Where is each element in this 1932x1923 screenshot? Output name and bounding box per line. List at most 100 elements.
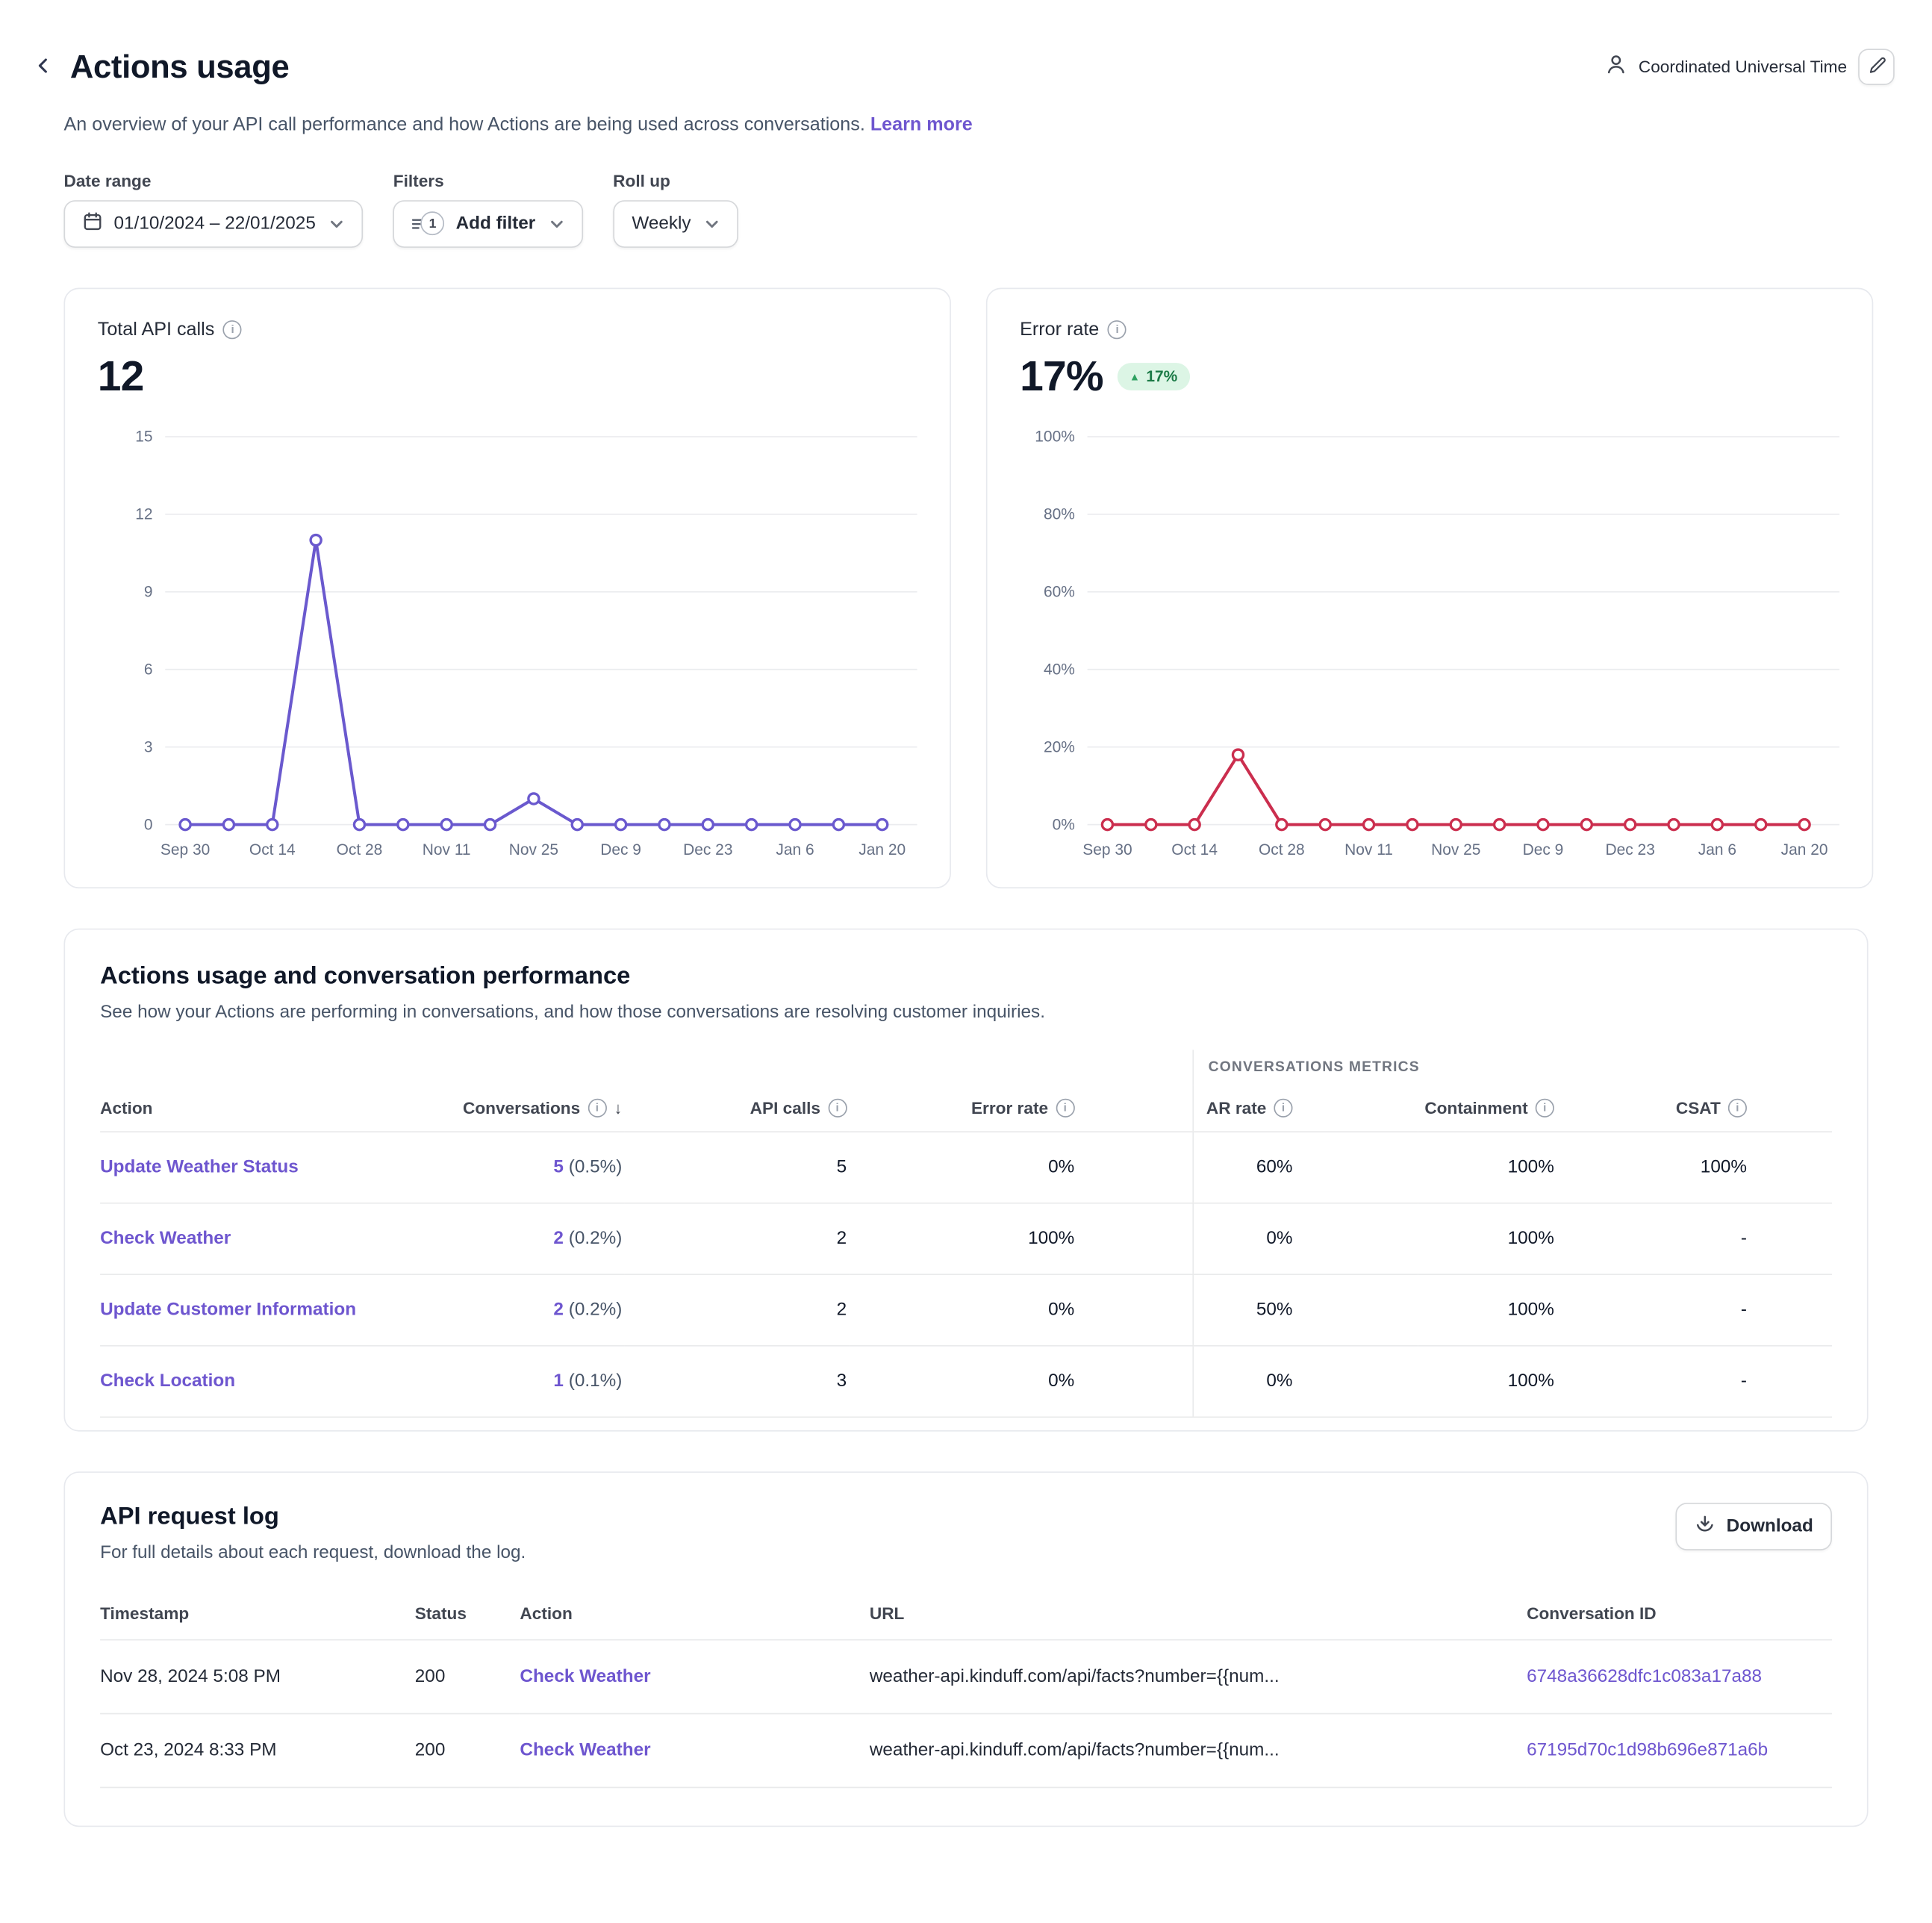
col-csat[interactable]: CSAT xyxy=(1661,1084,1832,1132)
col-conversations[interactable]: Conversations xyxy=(412,1084,625,1132)
rollup-label: Roll up xyxy=(613,171,670,190)
svg-text:Sep 30: Sep 30 xyxy=(161,841,210,858)
edit-timezone-button[interactable] xyxy=(1858,49,1895,85)
action-link[interactable]: Check Weather xyxy=(520,1740,651,1760)
svg-text:Dec 9: Dec 9 xyxy=(600,841,641,858)
total-api-calls-title: Total API calls xyxy=(97,319,215,340)
svg-text:40%: 40% xyxy=(1044,661,1075,678)
download-button[interactable]: Download xyxy=(1674,1502,1832,1550)
svg-text:Oct 28: Oct 28 xyxy=(337,841,383,858)
actions-usage-page: Actions usage Coordinated Universal Time… xyxy=(0,0,1932,1877)
filter-lines-icon: 1 xyxy=(412,211,445,236)
add-filter-button[interactable]: 1 Add filter xyxy=(393,199,583,248)
error-rate-title: Error rate xyxy=(1020,319,1100,340)
download-label: Download xyxy=(1726,1516,1813,1536)
chevron-down-icon xyxy=(329,216,344,231)
table-row: Check Location 1 (0.1%) 3 0% 0% 100% - xyxy=(100,1345,1832,1418)
request-log-title: API request log xyxy=(100,1502,279,1530)
api-request-log-card: API request log For full details about e… xyxy=(63,1471,1869,1827)
info-icon xyxy=(828,1098,847,1118)
timestamp-cell: Oct 23, 2024 8:33 PM xyxy=(100,1713,415,1788)
rollup-value: Weekly xyxy=(632,214,691,234)
conversations-count-link[interactable]: 2 xyxy=(553,1300,564,1320)
conversations-pct: (0.2%) xyxy=(568,1300,623,1320)
total-api-calls-card: Total API calls 12 0 3 6 9 12 15 Sep 30 Oct 14 O… xyxy=(63,287,951,888)
col-action: Action xyxy=(100,1084,413,1132)
svg-text:3: 3 xyxy=(144,738,153,755)
col-action: Action xyxy=(520,1587,870,1641)
containment-cell: 100% xyxy=(1418,1345,1662,1418)
svg-text:0%: 0% xyxy=(1053,816,1075,833)
svg-text:Oct 14: Oct 14 xyxy=(249,841,296,858)
status-cell: 200 xyxy=(414,1713,520,1788)
error-rate-card: Error rate 17% 17% 0% 20% 40% 60% 80% 100% Sep… xyxy=(985,287,1874,888)
svg-text:60%: 60% xyxy=(1044,583,1075,600)
conversations-count-link[interactable]: 5 xyxy=(553,1157,564,1177)
col-conversation-id: Conversation ID xyxy=(1527,1587,1832,1641)
svg-text:Sep 30: Sep 30 xyxy=(1082,841,1132,858)
page-subtitle: An overview of your API call performance… xyxy=(63,111,1868,138)
timestamp-cell: Nov 28, 2024 5:08 PM xyxy=(100,1639,415,1714)
action-link[interactable]: Check Location xyxy=(100,1371,236,1391)
error-rate-value: 17% xyxy=(1020,352,1103,400)
action-link[interactable]: Check Weather xyxy=(520,1666,651,1687)
col-containment[interactable]: Containment xyxy=(1418,1084,1662,1132)
filters-group: Filters 1 Add filter xyxy=(393,171,583,248)
action-link[interactable]: Check Weather xyxy=(100,1228,231,1249)
ar-rate-cell: 0% xyxy=(1191,1203,1418,1275)
svg-text:Nov 25: Nov 25 xyxy=(1431,841,1480,858)
timezone-label: Coordinated Universal Time xyxy=(1638,57,1848,77)
calendar-icon xyxy=(83,211,103,237)
conversations-count-link[interactable]: 1 xyxy=(553,1371,564,1391)
table-row: Oct 23, 2024 8:33 PM 200 Check Weather w… xyxy=(100,1713,1832,1788)
svg-text:6: 6 xyxy=(144,661,153,678)
svg-text:9: 9 xyxy=(144,583,153,600)
ar-rate-cell: 50% xyxy=(1191,1274,1418,1347)
page-title: Actions usage xyxy=(69,47,290,85)
containment-cell: 100% xyxy=(1418,1274,1662,1347)
svg-text:100%: 100% xyxy=(1035,428,1075,445)
rollup-group: Roll up Weekly xyxy=(613,171,739,248)
containment-cell: 100% xyxy=(1418,1131,1662,1204)
conversation-id-link[interactable]: 67195d70c1d98b696e871a6b xyxy=(1527,1740,1769,1760)
date-range-label: Date range xyxy=(63,171,152,190)
conversations-pct: (0.5%) xyxy=(568,1157,623,1177)
svg-text:Dec 23: Dec 23 xyxy=(1605,841,1654,858)
back-button[interactable] xyxy=(26,51,59,84)
request-log-subtitle: For full details about each request, dow… xyxy=(100,1542,526,1563)
conversation-id-link[interactable]: 6748a36628dfc1c083a17a88 xyxy=(1527,1666,1763,1687)
date-range-select[interactable]: 01/10/2024 – 22/01/2025 xyxy=(63,199,364,248)
svg-text:Nov 11: Nov 11 xyxy=(423,841,471,858)
svg-text:Jan 20: Jan 20 xyxy=(1781,841,1828,858)
date-range-value: 01/10/2024 – 22/01/2025 xyxy=(113,214,316,234)
col-timestamp: Timestamp xyxy=(100,1587,415,1641)
sort-desc-icon xyxy=(614,1098,622,1117)
learn-more-link[interactable]: Learn more xyxy=(870,113,973,136)
svg-text:12: 12 xyxy=(135,505,152,523)
action-link[interactable]: Update Customer Information xyxy=(100,1300,357,1320)
rollup-select[interactable]: Weekly xyxy=(613,199,739,248)
performance-table: CONVERSATIONS METRICS Action Conversatio… xyxy=(100,1049,1832,1418)
ar-rate-cell: 60% xyxy=(1191,1131,1418,1204)
csat-cell: - xyxy=(1661,1274,1832,1347)
col-ar-rate[interactable]: AR rate xyxy=(1191,1084,1418,1132)
svg-text:20%: 20% xyxy=(1044,738,1075,755)
col-api-calls[interactable]: API calls xyxy=(624,1084,850,1132)
action-link[interactable]: Update Weather Status xyxy=(100,1157,299,1177)
url-cell: weather-api.kinduff.com/api/facts?number… xyxy=(869,1713,1527,1788)
filters-row: Date range 01/10/2024 – 22/01/2025 Filte… xyxy=(63,171,1868,248)
svg-text:15: 15 xyxy=(135,428,152,445)
ar-rate-cell: 0% xyxy=(1191,1345,1418,1418)
conversations-pct: (0.1%) xyxy=(568,1371,623,1391)
error-rate-delta-badge: 17% xyxy=(1117,363,1191,391)
svg-text:Jan 6: Jan 6 xyxy=(776,841,814,858)
date-range-group: Date range 01/10/2024 – 22/01/2025 xyxy=(63,171,364,248)
error-rate-cell: 0% xyxy=(849,1345,1193,1418)
col-error-rate[interactable]: Error rate xyxy=(849,1084,1193,1132)
download-icon xyxy=(1694,1513,1715,1539)
api-calls-cell: 3 xyxy=(624,1345,850,1418)
total-api-calls-value: 12 xyxy=(97,352,145,400)
svg-text:Dec 23: Dec 23 xyxy=(683,841,732,858)
conversations-count-link[interactable]: 2 xyxy=(553,1228,564,1249)
api-calls-cell: 2 xyxy=(624,1274,850,1347)
